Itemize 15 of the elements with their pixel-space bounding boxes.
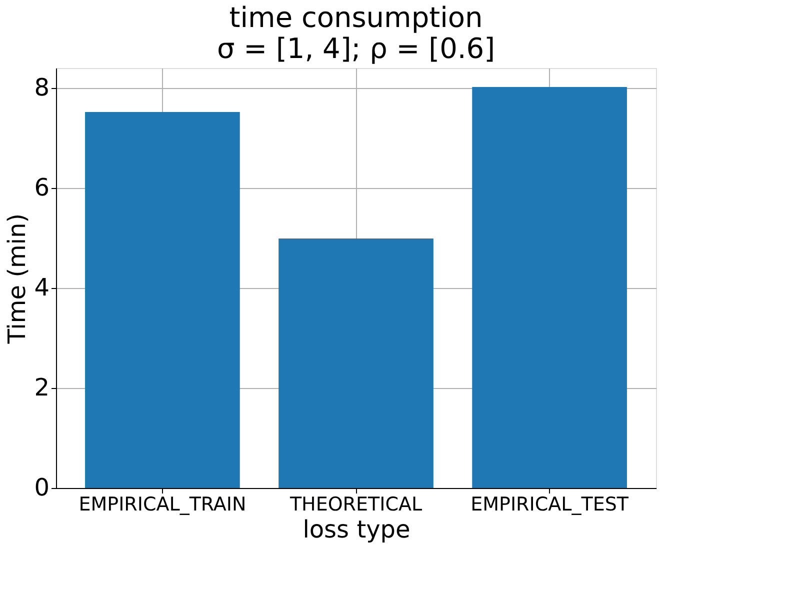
bar bbox=[278, 238, 434, 488]
y-axis-title: Time (min) bbox=[3, 213, 32, 345]
x-tick-label: THEORETICAL bbox=[288, 494, 422, 516]
y-tick-label: 2 bbox=[34, 374, 50, 402]
y-tick-label: 0 bbox=[34, 474, 50, 502]
chart-title: time consumption bbox=[229, 1, 483, 34]
bar bbox=[85, 112, 240, 488]
y-tick-label: 6 bbox=[34, 174, 50, 202]
chart-subtitle: σ = [1, 4]; ρ = [0.6] bbox=[216, 32, 496, 65]
y-tick-label: 4 bbox=[34, 274, 50, 302]
y-tick-label: 8 bbox=[34, 74, 50, 102]
x-tick-label: EMPIRICAL_TRAIN bbox=[78, 494, 246, 516]
bar bbox=[472, 87, 627, 488]
x-tick-label: EMPIRICAL_TEST bbox=[470, 494, 629, 516]
x-axis-title: loss type bbox=[302, 516, 410, 544]
